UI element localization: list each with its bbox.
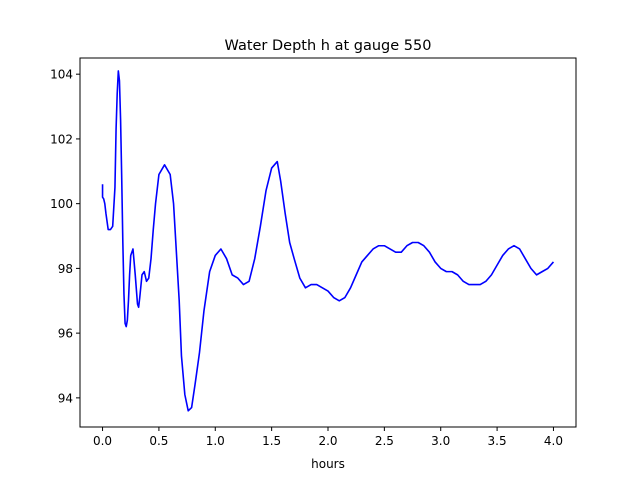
y-axis: 94 96 98 100 102 104 <box>50 68 80 405</box>
y-tick-label: 100 <box>50 197 73 211</box>
x-axis-label: hours <box>311 457 345 471</box>
y-tick-label: 104 <box>50 68 73 82</box>
y-tick-label: 96 <box>58 327 73 341</box>
x-axis: 0.0 0.5 1.0 1.5 2.0 2.5 3.0 3.5 4.0 <box>93 427 563 448</box>
x-tick-label: 3.5 <box>488 434 507 448</box>
series-line-0 <box>101 70 555 412</box>
x-tick-label: 0.0 <box>93 434 112 448</box>
x-tick-label: 2.0 <box>318 434 337 448</box>
x-tick-label: 3.0 <box>431 434 450 448</box>
x-tick-label: 0.5 <box>149 434 168 448</box>
x-tick-label: 1.0 <box>206 434 225 448</box>
y-tick-label: 98 <box>58 262 73 276</box>
x-tick-label: 2.5 <box>375 434 394 448</box>
x-tick-label: 1.5 <box>262 434 281 448</box>
y-tick-label: 94 <box>58 391 73 405</box>
y-tick-label: 102 <box>50 132 73 146</box>
series-layer <box>101 70 555 412</box>
x-tick-label: 4.0 <box>544 434 563 448</box>
chart-title: Water Depth h at gauge 550 <box>225 38 432 54</box>
